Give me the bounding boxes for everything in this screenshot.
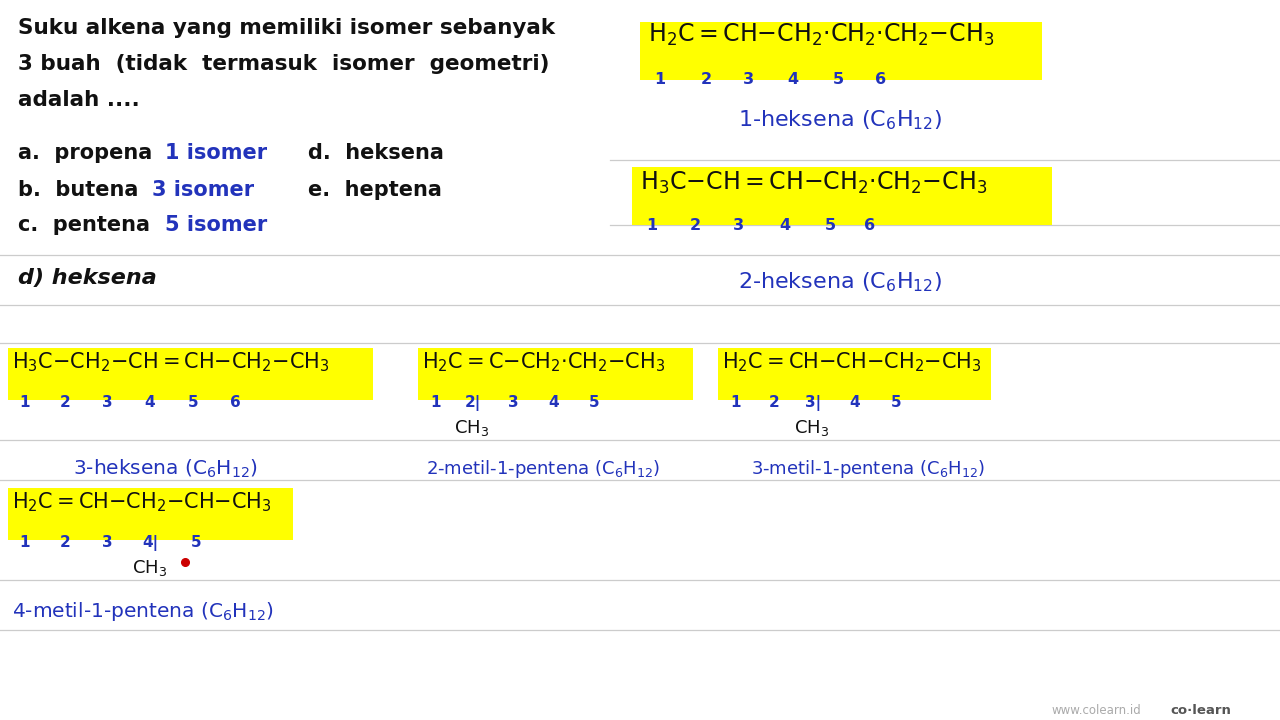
Text: $\mathrm{CH_3}$: $\mathrm{CH_3}$ bbox=[795, 418, 829, 438]
Text: 4: 4 bbox=[549, 395, 559, 410]
Text: 1: 1 bbox=[646, 218, 658, 233]
Text: e.  heptena: e. heptena bbox=[308, 180, 442, 200]
Text: $\mathrm{2\text{-}heksena\ (C_6H_{12})}$: $\mathrm{2\text{-}heksena\ (C_6H_{12})}$ bbox=[739, 270, 942, 294]
Text: d) heksena: d) heksena bbox=[18, 268, 156, 288]
Text: 2: 2 bbox=[690, 218, 700, 233]
Text: 3 isomer: 3 isomer bbox=[152, 180, 255, 200]
Text: 4: 4 bbox=[145, 395, 155, 410]
Text: 4: 4 bbox=[787, 72, 799, 87]
Text: Suku alkena yang memiliki isomer sebanyak: Suku alkena yang memiliki isomer sebanya… bbox=[18, 18, 556, 38]
Bar bbox=[632, 167, 1052, 225]
Text: $\mathrm{H_2C{=}C{-}CH_2{\cdot}CH_2{-}CH_3}$: $\mathrm{H_2C{=}C{-}CH_2{\cdot}CH_2{-}CH… bbox=[422, 350, 666, 374]
Text: d.  heksena: d. heksena bbox=[308, 143, 444, 163]
Text: 4|: 4| bbox=[142, 535, 159, 551]
Text: 1 isomer: 1 isomer bbox=[165, 143, 268, 163]
Text: 5: 5 bbox=[824, 218, 836, 233]
Text: 5 isomer: 5 isomer bbox=[165, 215, 268, 235]
Text: 4: 4 bbox=[780, 218, 791, 233]
Text: 1: 1 bbox=[731, 395, 741, 410]
Text: 1: 1 bbox=[431, 395, 442, 410]
Bar bbox=[640, 22, 1042, 80]
Text: $\mathrm{1\text{-}heksena\ (C_6H_{12})}$: $\mathrm{1\text{-}heksena\ (C_6H_{12})}$ bbox=[739, 108, 942, 132]
Text: 3: 3 bbox=[742, 72, 754, 87]
Text: b.  butena: b. butena bbox=[18, 180, 138, 200]
Text: $\mathrm{H_2C{=}CH{-}CH_2{-}CH{-}CH_3}$: $\mathrm{H_2C{=}CH{-}CH_2{-}CH{-}CH_3}$ bbox=[12, 490, 271, 513]
Text: $\mathrm{H_2C{=}CH{-}CH_2{\cdot}CH_2{\cdot}CH_2{-}CH_3}$: $\mathrm{H_2C{=}CH{-}CH_2{\cdot}CH_2{\cd… bbox=[648, 22, 995, 48]
Text: 3 buah  (tidak  termasuk  isomer  geometri): 3 buah (tidak termasuk isomer geometri) bbox=[18, 54, 549, 74]
Text: 2: 2 bbox=[700, 72, 712, 87]
Text: $\mathrm{H_3C{-}CH{=}CH{-}CH_2{\cdot}CH_2{-}CH_3}$: $\mathrm{H_3C{-}CH{=}CH{-}CH_2{\cdot}CH_… bbox=[640, 170, 987, 197]
Text: 2: 2 bbox=[60, 395, 70, 410]
Text: 1: 1 bbox=[19, 395, 31, 410]
Text: 5: 5 bbox=[191, 535, 201, 550]
Text: $\mathrm{3\text{-}heksena\ (C_6H_{12})}$: $\mathrm{3\text{-}heksena\ (C_6H_{12})}$ bbox=[73, 458, 257, 480]
Text: www.colearn.id: www.colearn.id bbox=[1052, 704, 1142, 717]
Text: $\mathrm{3\text{-}metil\text{-}1\text{-}pentena\ (C_6H_{12})}$: $\mathrm{3\text{-}metil\text{-}1\text{-}… bbox=[751, 458, 986, 480]
Text: 5: 5 bbox=[589, 395, 599, 410]
Text: 1: 1 bbox=[654, 72, 666, 87]
Text: c.  pentena: c. pentena bbox=[18, 215, 150, 235]
Text: 4: 4 bbox=[850, 395, 860, 410]
Bar bbox=[718, 348, 991, 400]
Text: 3|: 3| bbox=[805, 395, 822, 411]
Text: 2|: 2| bbox=[465, 395, 481, 411]
Text: $\mathrm{H_3C{-}CH_2{-}CH{=}CH{-}CH_2{-}CH_3}$: $\mathrm{H_3C{-}CH_2{-}CH{=}CH{-}CH_2{-}… bbox=[12, 350, 330, 374]
Text: $\mathrm{CH_3}$: $\mathrm{CH_3}$ bbox=[454, 418, 490, 438]
Text: $\mathrm{2\text{-}metil\text{-}1\text{-}pentena\ (C_6H_{12})}$: $\mathrm{2\text{-}metil\text{-}1\text{-}… bbox=[426, 458, 660, 480]
Text: 6: 6 bbox=[229, 395, 241, 410]
Text: 3: 3 bbox=[101, 395, 113, 410]
Text: 2: 2 bbox=[60, 535, 70, 550]
Text: 2: 2 bbox=[768, 395, 780, 410]
Text: 3: 3 bbox=[101, 535, 113, 550]
Text: 1: 1 bbox=[19, 535, 31, 550]
Bar bbox=[419, 348, 692, 400]
Text: $\mathrm{4\text{-}metil\text{-}1\text{-}pentena\ (C_6H_{12})}$: $\mathrm{4\text{-}metil\text{-}1\text{-}… bbox=[12, 600, 274, 623]
Bar bbox=[8, 348, 372, 400]
Bar bbox=[8, 488, 293, 540]
Text: 5: 5 bbox=[832, 72, 844, 87]
Text: adalah ....: adalah .... bbox=[18, 90, 140, 110]
Text: 6: 6 bbox=[864, 218, 876, 233]
Text: 5: 5 bbox=[891, 395, 901, 410]
Text: co·learn: co·learn bbox=[1170, 704, 1231, 717]
Text: 6: 6 bbox=[876, 72, 887, 87]
Text: 3: 3 bbox=[508, 395, 518, 410]
Text: 5: 5 bbox=[188, 395, 198, 410]
Text: a.  propena: a. propena bbox=[18, 143, 152, 163]
Text: $\mathrm{H_2C{=}CH{-}CH{-}CH_2{-}CH_3}$: $\mathrm{H_2C{=}CH{-}CH{-}CH_2{-}CH_3}$ bbox=[722, 350, 982, 374]
Text: $\mathrm{CH_3}$: $\mathrm{CH_3}$ bbox=[132, 558, 168, 578]
Text: 3: 3 bbox=[732, 218, 744, 233]
